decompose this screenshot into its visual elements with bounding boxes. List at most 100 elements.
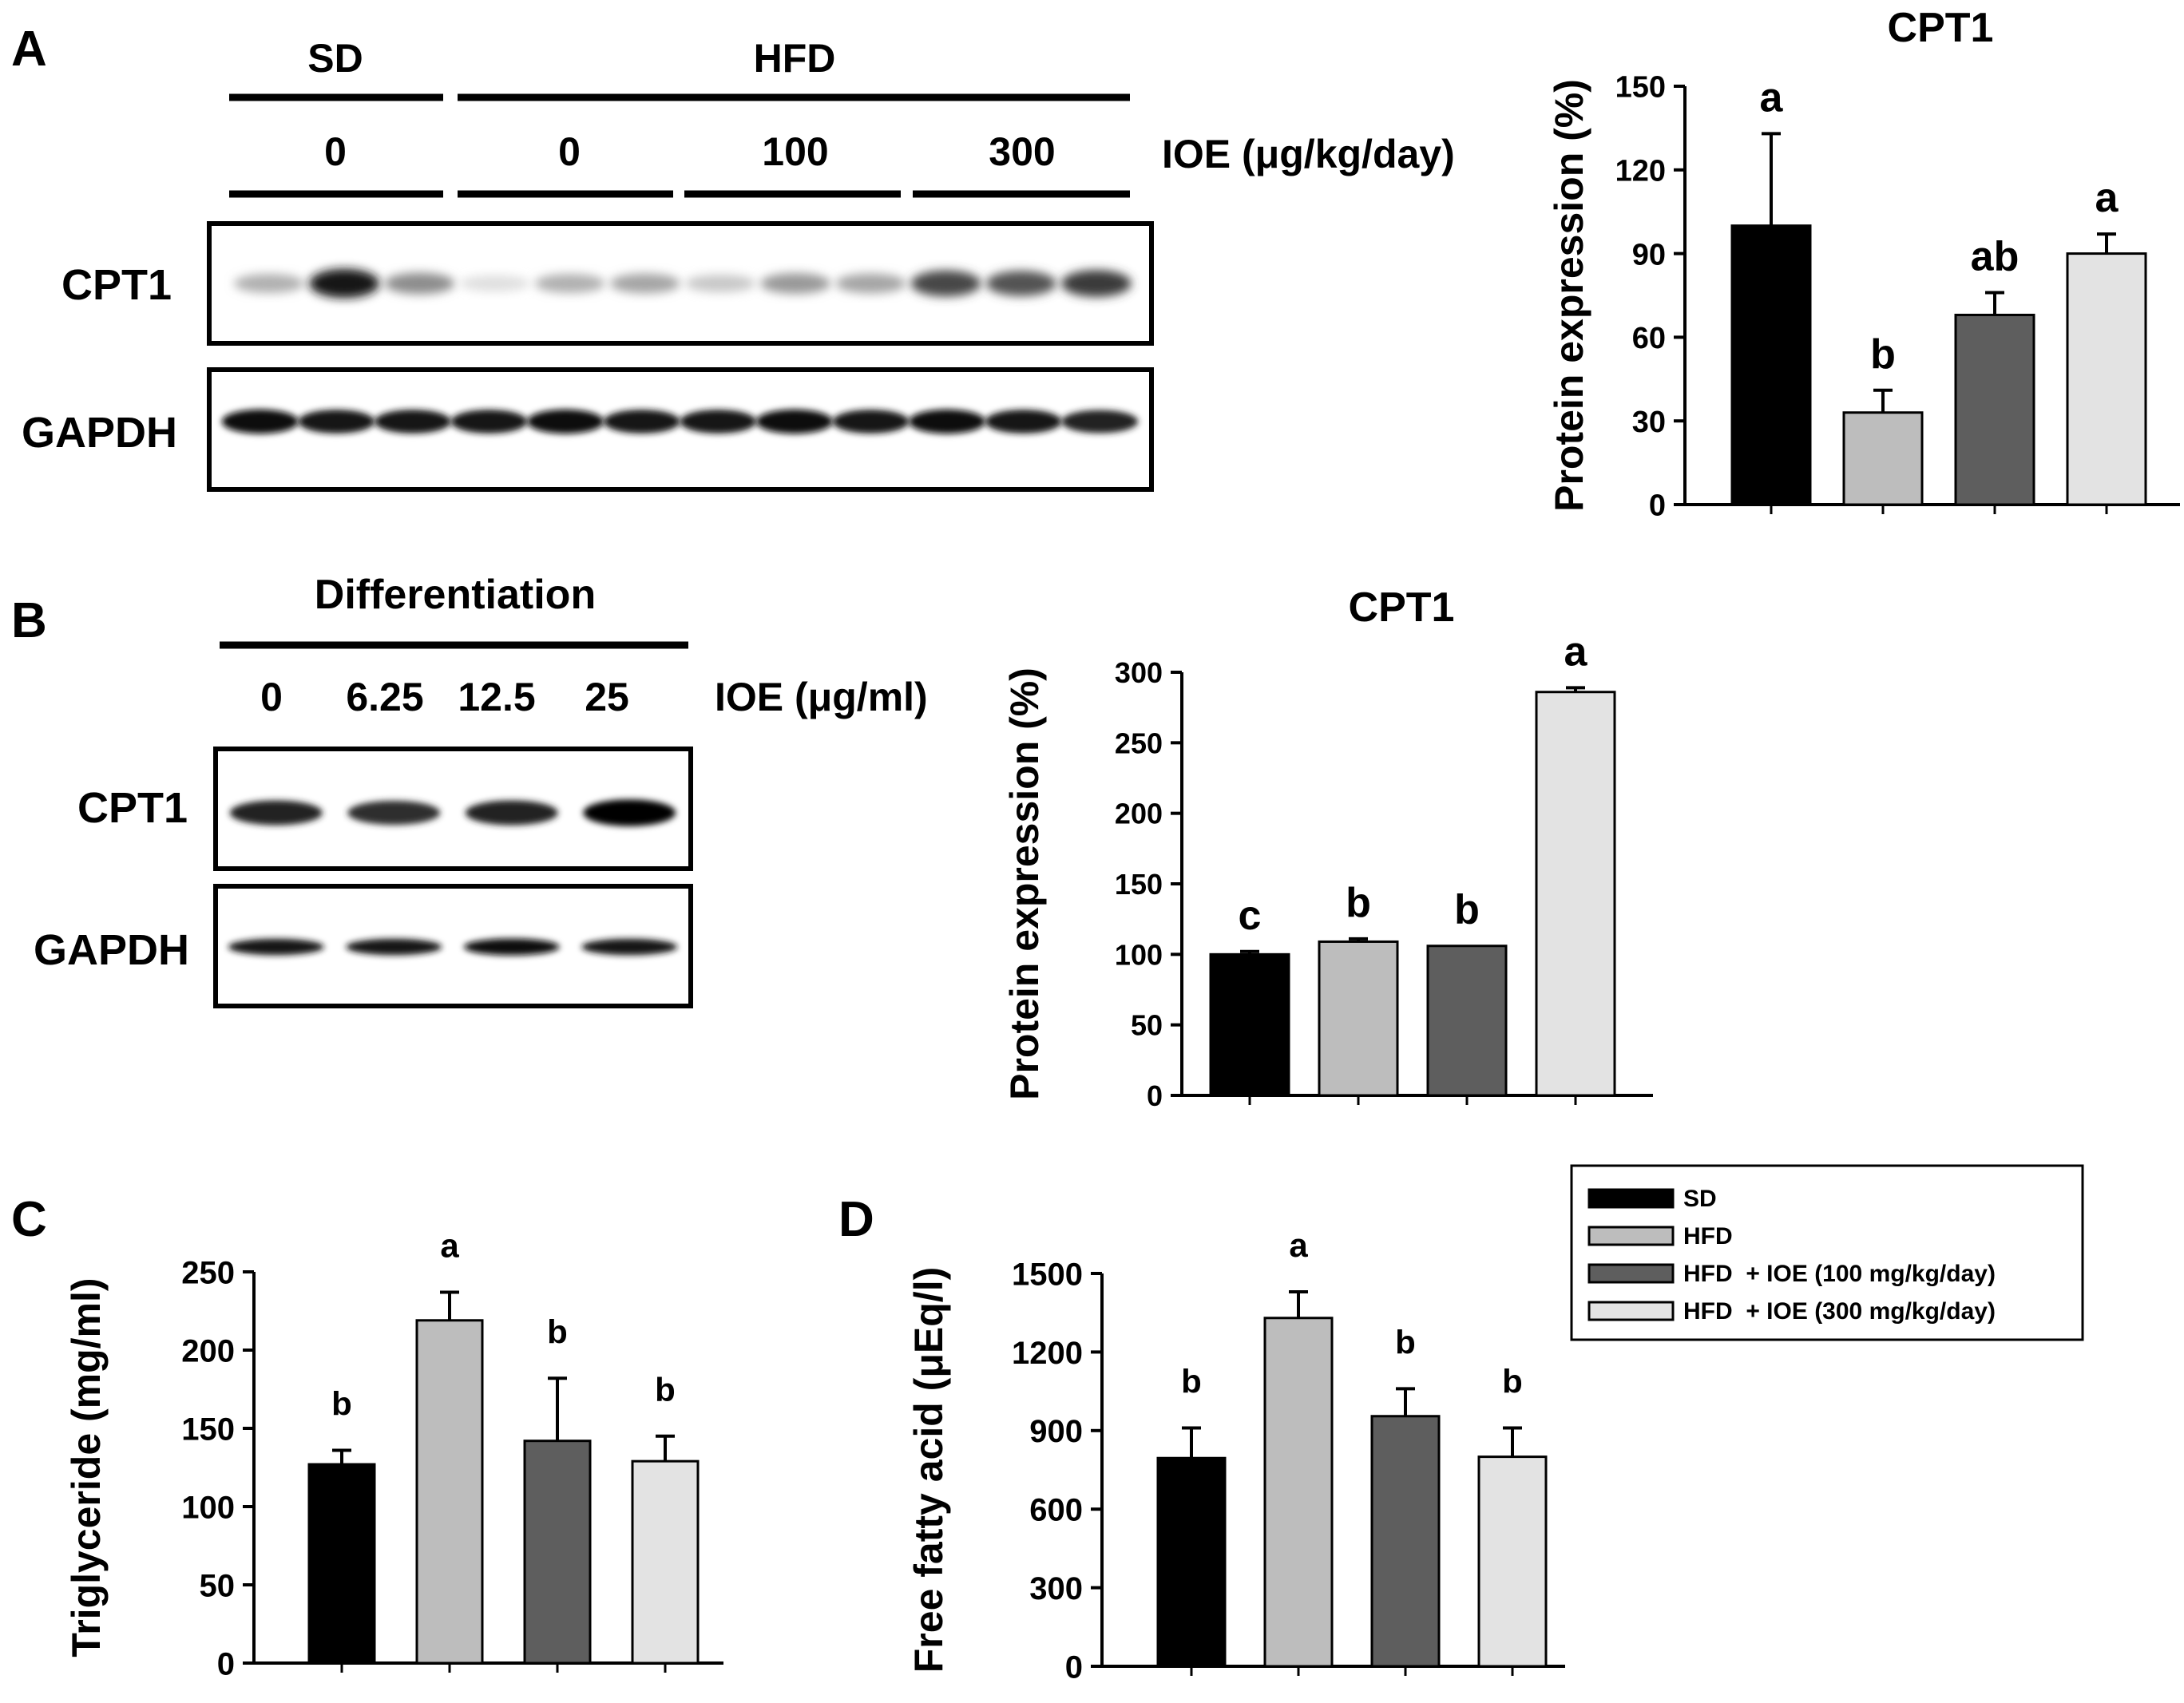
gapdh-band [527,409,604,434]
cpt1-band [229,800,323,826]
y-tick-label: 150 [181,1412,235,1447]
bar [1954,313,2035,506]
panel-letter-b: B [11,593,47,648]
significance-label: b [1502,1363,1523,1400]
gapdh-band [1061,410,1139,434]
bar [1318,940,1399,1097]
significance-label: b [1395,1323,1416,1360]
y-tick-label: 150 [1115,868,1163,901]
chart-b-cpt1: 0 50 100 150 200 250 300 Protein expression (%)… [1002,584,1653,1112]
gapdh-band [755,409,833,434]
bar [1730,224,1812,506]
legend-swatch-hfd-ioe-300 [1587,1301,1675,1321]
y-tick-label: 0 [1147,1079,1163,1112]
gapdh-band [450,410,528,434]
y-tick-label: 300 [1029,1571,1083,1606]
gapdh-blot-box [207,367,1154,492]
gapdh-band [680,410,757,434]
y-tick-label: 250 [181,1255,235,1290]
dose-label: 12.5 [458,675,535,719]
bar [1535,691,1616,1097]
significance-label: ab [1971,234,2020,280]
legend-swatch-hfd-ioe-100 [1587,1263,1675,1284]
panel-letter-a: A [11,22,47,77]
y-tick-label: 1200 [1012,1336,1083,1371]
band-label-cpt1: CPT1 [77,784,188,832]
y-tick-label: 1500 [1012,1257,1083,1292]
cpt1-band [309,268,380,299]
legend-swatch-sd [1587,1188,1675,1209]
y-tick-label: 150 [1615,71,1666,105]
gapdh-band [228,938,324,956]
cpt1-band [1060,270,1132,297]
bar [1370,1415,1441,1668]
gapdh-band [221,409,299,434]
significance-label: a [1760,74,1784,121]
chart-c-triglyceride: 0 50 100 150 200 250 Triglyceride (mg/ml) b a b b [64,1226,723,1681]
band-group [221,268,1139,434]
band-label-cpt1: CPT1 [61,261,172,309]
significance-label: c [1239,893,1262,939]
y-tick-label: 250 [1115,727,1163,759]
y-tick-label: 200 [181,1333,235,1368]
gapdh-band [581,938,678,956]
gapdh-band [463,938,560,956]
western-blot-b: Differentiation 0 6.25 12.5 25 IOE (μg/m… [34,572,928,1008]
y-tick-label: 50 [200,1568,236,1603]
cpt1-band [910,270,981,297]
cpt1-band [234,274,305,293]
cpt1-band [685,274,756,293]
group-label-sd: SD [307,36,363,81]
legend: SD HFD HFD + IOE (100 mg/kg/day) HFD + I… [1570,1164,2084,1341]
bar [307,1463,376,1665]
dose-unit-label: IOE (μg/ml) [715,675,928,719]
significance-label: a [1564,628,1588,675]
dose-unit-label: IOE (μg/kg/day) [1162,132,1455,176]
legend-swatch-hfd [1587,1226,1675,1246]
y-tick-label: 60 [1632,322,1666,355]
y-tick-label: 90 [1632,238,1666,271]
chart-title: CPT1 [1349,584,1455,631]
dose-label: 300 [989,129,1055,174]
y-axis-label: Free fatty acid (μEq/l) [906,1267,951,1673]
dose-label: 6.25 [346,675,423,719]
bar [1426,945,1508,1097]
gapdh-band [832,410,910,434]
y-tick-label: 200 [1115,798,1163,830]
significance-label: b [1454,887,1480,933]
cpt1-band [534,274,605,293]
y-tick-label: 100 [181,1490,235,1525]
y-tick-label: 600 [1029,1493,1083,1528]
gapdh-band [374,410,451,434]
bar [1209,952,1290,1097]
bar [2066,252,2147,506]
dose-label: 25 [585,675,629,719]
bar [1477,1455,1548,1668]
cpt1-band [384,272,455,295]
y-tick-label: 30 [1632,406,1666,439]
bar [415,1319,484,1665]
cpt1-band [459,275,530,292]
y-axis-label: Protein expression (%) [1547,79,1591,512]
bar [523,1440,592,1665]
bar [1842,411,1924,506]
panel-letter-d: D [838,1192,874,1247]
cpt1-band [835,273,906,294]
legend-label: HFD + IOE (300 mg/kg/day) [1683,1298,1996,1325]
dose-label: 0 [260,675,283,719]
y-tick-label: 120 [1615,154,1666,188]
y-tick-label: 0 [1065,1650,1083,1685]
bar [1156,1456,1227,1668]
legend-label: HFD [1683,1223,1733,1250]
cpt1-band [760,273,831,294]
y-tick-label: 900 [1029,1414,1083,1449]
chart-d-free-fatty-acid: 0 300 600 900 1200 1500 Free fatty acid (μEq/l… [906,1226,1565,1685]
legend-label: HFD + IOE (100 mg/kg/day) [1683,1261,1996,1287]
y-tick-label: 100 [1115,938,1163,971]
y-tick-label: 0 [217,1646,235,1681]
gapdh-band [909,409,986,434]
gapdh-band [985,410,1062,434]
western-blot-a: SD HFD 0 0 100 300 IOE (μg/kg/day) CPT1 … [22,36,1455,492]
y-tick-label: 300 [1115,656,1163,689]
